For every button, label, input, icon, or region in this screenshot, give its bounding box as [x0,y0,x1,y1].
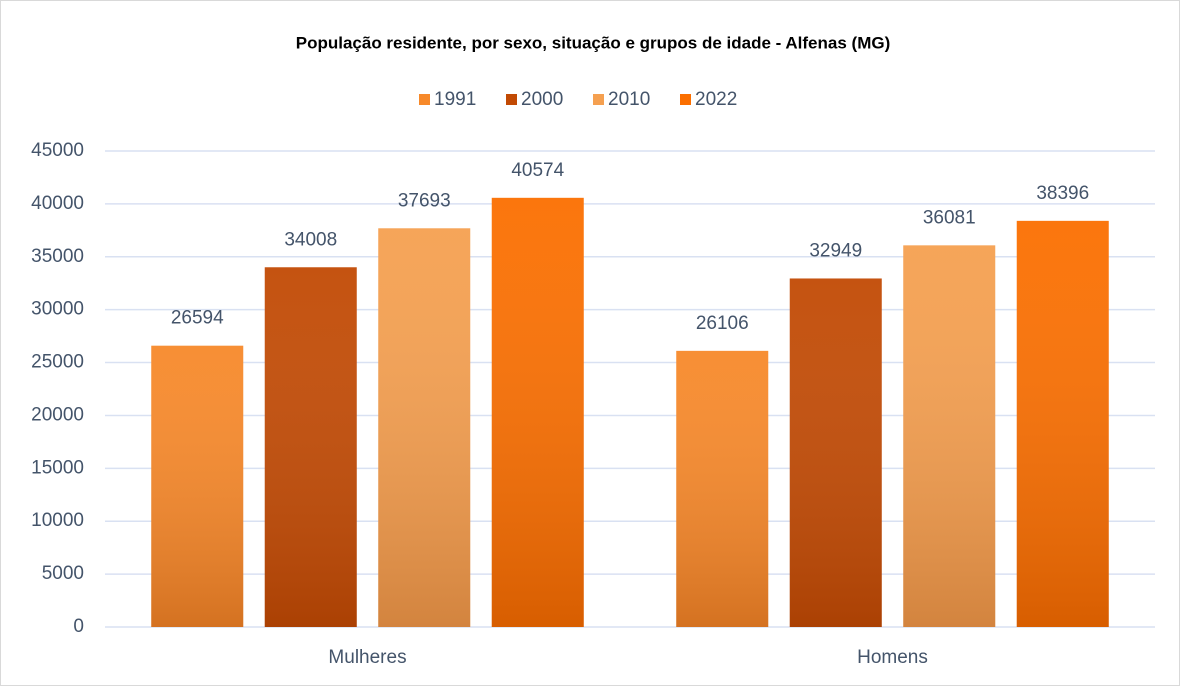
y-tick-label: 15000 [31,457,84,478]
legend-label: 2010 [608,89,650,110]
legend-swatch [506,94,517,105]
y-tick-label: 20000 [31,404,84,425]
data-label: 32949 [809,240,862,261]
data-label: 26594 [171,308,224,329]
bar-shade [491,197,584,627]
legend-label: 2022 [695,89,737,110]
legend-swatch [593,94,604,105]
x-tick-label: Mulheres [328,647,406,668]
data-label: 40574 [511,160,564,181]
data-label: 26106 [696,313,749,334]
y-tick-label: 35000 [31,246,84,267]
bar-shade [1016,220,1109,627]
legend-swatch [419,94,430,105]
bar-shade [903,245,996,627]
y-tick-label: 40000 [31,193,84,214]
data-label: 34008 [284,229,337,250]
y-tick-label: 10000 [31,510,84,531]
bar-shade [676,350,769,627]
chart-title: População residente, por sexo, situação … [296,33,891,52]
y-tick-label: 0 [73,616,84,637]
legend-swatch [680,94,691,105]
y-tick-label: 5000 [42,563,84,584]
y-tick-label: 25000 [31,352,84,373]
data-label: 36081 [923,207,976,228]
bar-shade [789,278,882,627]
bar-shade [378,228,471,628]
bar-shade [264,267,357,627]
y-tick-label: 45000 [31,140,84,161]
legend-label: 2000 [521,89,563,110]
bar-shade [151,345,244,627]
x-tick-label: Homens [857,647,928,668]
legend-label: 1991 [434,89,476,110]
y-tick-label: 30000 [31,299,84,320]
data-label: 38396 [1036,183,1089,204]
data-label: 37693 [398,190,451,211]
